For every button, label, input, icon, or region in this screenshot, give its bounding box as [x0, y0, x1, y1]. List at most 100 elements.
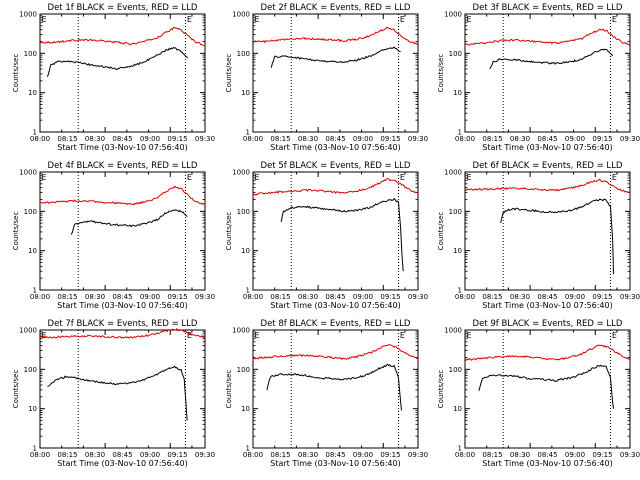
flag-label-right: E [612, 15, 617, 24]
x-tick-label: 08:00 [455, 293, 475, 301]
x-tick-label: 08:15 [270, 451, 290, 459]
y-axis-label: Counts/sec [225, 370, 233, 409]
x-tick-label: 08:30 [298, 135, 318, 143]
flag-label-right: E [400, 15, 405, 24]
flag-label-left: E [41, 173, 46, 182]
x-tick-label: 08:30 [510, 135, 530, 143]
y-tick-label: 1 [33, 129, 37, 137]
y-axis-label: Counts/sec [225, 54, 233, 93]
panel-det-6: Det 6f BLACK = Events, RED = LLD 1 10 100 10… [437, 161, 640, 310]
x-tick-label: 08:00 [243, 135, 263, 143]
series-lld-line [39, 26, 206, 47]
x-tick-label: 08:30 [298, 293, 318, 301]
flag-label-right: E [187, 15, 192, 24]
y-tick-label: 1 [246, 287, 250, 295]
x-tick-label: 08:30 [85, 451, 105, 459]
x-tick-label: 08:15 [57, 135, 77, 143]
x-axis-label: Start Time (03-Nov-10 07:56:40) [270, 459, 400, 468]
x-tick-label: 09:00 [353, 135, 373, 143]
series-events-line [478, 364, 614, 409]
y-tick-label: 100 [24, 50, 37, 58]
y-tick-label: 1000 [19, 327, 37, 335]
y-axis-label: Counts/sec [437, 370, 445, 409]
x-tick-label: 09:00 [565, 135, 585, 143]
y-axis-label: Counts/sec [225, 212, 233, 251]
flag-label-right: E [612, 331, 617, 340]
x-tick-label: 08:15 [270, 135, 290, 143]
y-tick-label: 1 [246, 129, 250, 137]
x-tick-label: 09:00 [565, 293, 585, 301]
x-tick-label: 08:30 [85, 293, 105, 301]
flag-label-left: E [254, 331, 259, 340]
flag-label-right: E [612, 173, 617, 182]
series-events-line [266, 363, 402, 411]
y-tick-label: 100 [449, 366, 462, 374]
panel-det-1: Det 1f BLACK = Events, RED = LLD 1 10 100 10… [12, 3, 215, 152]
plot-frame [39, 171, 206, 291]
plot-frame [252, 13, 419, 133]
x-tick-label: 09:15 [380, 451, 400, 459]
x-tick-label: 09:15 [592, 293, 612, 301]
x-tick-label: 08:30 [510, 293, 530, 301]
flag-label-right: E [187, 331, 192, 340]
x-tick-label: 08:45 [112, 135, 132, 143]
x-tick-label: 09:15 [380, 135, 400, 143]
y-tick-label: 1000 [232, 11, 250, 19]
y-tick-label: 100 [449, 208, 462, 216]
series-lld-line [39, 327, 206, 339]
y-axis-label: Counts/sec [12, 54, 20, 93]
y-axis-label: Counts/sec [437, 212, 445, 251]
y-tick-label: 1000 [444, 169, 462, 177]
y-tick-label: 1 [458, 287, 462, 295]
x-tick-label: 08:45 [537, 135, 557, 143]
series-lld-line [39, 185, 206, 206]
panel-det-2: Det 2f BLACK = Events, RED = LLD 1 10 100 10… [225, 3, 428, 152]
plot-frame [252, 329, 419, 449]
y-tick-label: 1000 [232, 169, 250, 177]
x-tick-label: 08:15 [482, 135, 502, 143]
x-tick-label: 09:00 [140, 451, 160, 459]
series-events-line [46, 46, 189, 77]
panel-det-4: Det 4f BLACK = Events, RED = LLD 1 10 100 10… [12, 161, 215, 310]
x-axis-label: Start Time (03-Nov-10 07:56:40) [482, 301, 612, 310]
panel-det-5: Det 5f BLACK = Events, RED = LLD 1 10 100 10… [225, 161, 428, 310]
x-tick-label: 08:15 [482, 451, 502, 459]
plot-frame [464, 171, 631, 291]
y-tick-label: 1 [33, 445, 37, 453]
plot-frame [39, 13, 206, 133]
panel-title: Det 2f BLACK = Events, RED = LLD [261, 3, 411, 13]
panel-title: Det 4f BLACK = Events, RED = LLD [48, 161, 198, 171]
series-lld-line [252, 344, 419, 361]
x-tick-label: 09:00 [353, 451, 373, 459]
x-tick-label: 09:15 [592, 135, 612, 143]
x-tick-label: 08:15 [482, 293, 502, 301]
series-events-line [270, 46, 401, 68]
panel-title: Det 9f BLACK = Events, RED = LLD [473, 319, 623, 329]
x-tick-label: 09:15 [380, 293, 400, 301]
x-axis-label: Start Time (03-Nov-10 07:56:40) [57, 459, 187, 468]
y-axis-label: Counts/sec [12, 370, 20, 409]
y-tick-label: 1 [458, 445, 462, 453]
x-tick-label: 09:30 [620, 451, 640, 459]
panel-det-3: Det 3f BLACK = Events, RED = LLD 1 10 100 10… [437, 3, 640, 152]
x-tick-label: 08:45 [325, 451, 345, 459]
flag-label-left: E [466, 331, 471, 340]
x-tick-label: 08:00 [455, 135, 475, 143]
y-tick-label: 10 [453, 89, 462, 97]
x-tick-label: 08:30 [510, 451, 530, 459]
x-tick-label: 09:00 [140, 135, 160, 143]
y-tick-label: 1000 [19, 169, 37, 177]
panel-title: Det 5f BLACK = Events, RED = LLD [261, 161, 411, 171]
x-tick-label: 09:30 [408, 135, 428, 143]
series-events-line [47, 365, 188, 421]
y-tick-label: 1000 [232, 327, 250, 335]
series-lld-line [252, 26, 419, 45]
x-tick-label: 09:00 [565, 451, 585, 459]
x-tick-label: 09:00 [140, 293, 160, 301]
y-tick-label: 100 [237, 50, 250, 58]
x-tick-label: 09:15 [167, 293, 187, 301]
series-lld-line [464, 28, 631, 46]
panel-det-8: Det 8f BLACK = Events, RED = LLD 1 10 100 10… [225, 319, 428, 468]
y-axis-label: Counts/sec [12, 212, 20, 251]
